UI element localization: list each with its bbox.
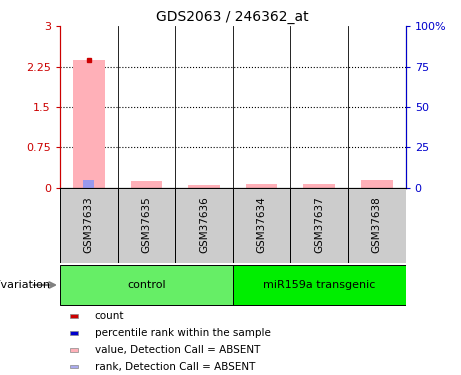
Bar <box>118 188 175 262</box>
Bar <box>246 184 278 188</box>
Bar <box>188 185 220 188</box>
Text: rank, Detection Call = ABSENT: rank, Detection Call = ABSENT <box>95 362 255 372</box>
Text: count: count <box>95 311 124 321</box>
Bar <box>73 60 105 188</box>
Bar <box>303 184 335 188</box>
Text: GSM37633: GSM37633 <box>84 196 94 254</box>
Bar <box>361 180 393 188</box>
Bar <box>60 188 118 262</box>
Text: percentile rank within the sample: percentile rank within the sample <box>95 328 271 338</box>
Text: value, Detection Call = ABSENT: value, Detection Call = ABSENT <box>95 345 260 355</box>
Bar <box>70 365 78 368</box>
Text: GSM37638: GSM37638 <box>372 196 382 254</box>
Bar <box>233 265 406 305</box>
Text: control: control <box>127 280 165 290</box>
Text: GSM37634: GSM37634 <box>257 196 266 254</box>
Bar <box>70 314 78 318</box>
Bar <box>83 180 95 188</box>
Bar <box>70 331 78 334</box>
Text: genotype/variation: genotype/variation <box>0 280 51 290</box>
Text: miR159a transgenic: miR159a transgenic <box>263 280 375 290</box>
Bar <box>348 188 406 262</box>
Text: GSM37637: GSM37637 <box>314 196 324 254</box>
Text: GSM37636: GSM37636 <box>199 196 209 254</box>
Bar <box>70 348 78 351</box>
Title: GDS2063 / 246362_at: GDS2063 / 246362_at <box>156 10 309 24</box>
Text: GSM37635: GSM37635 <box>142 196 151 254</box>
Bar <box>60 265 233 305</box>
Bar <box>233 188 290 262</box>
Bar <box>130 180 162 188</box>
Bar <box>175 188 233 262</box>
Bar <box>290 188 348 262</box>
